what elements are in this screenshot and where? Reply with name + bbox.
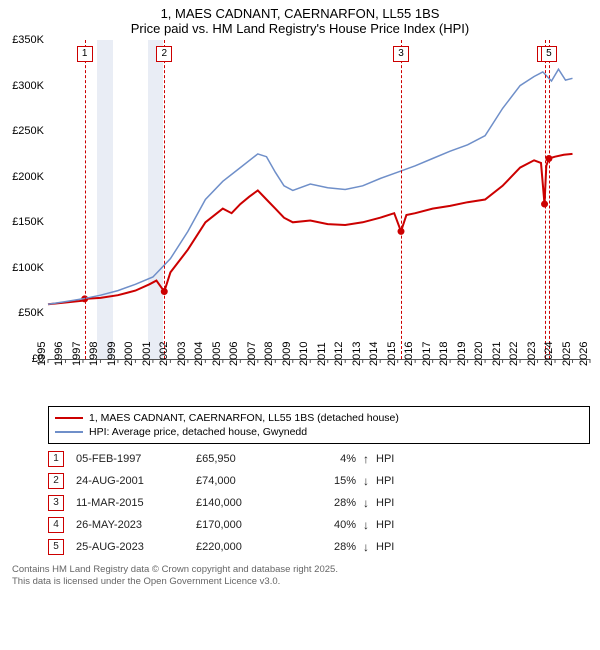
legend-label: 1, MAES CADNANT, CAERNARFON, LL55 1BS (d… (89, 412, 399, 424)
row-vs: HPI (376, 453, 416, 465)
row-pct: 40% (296, 519, 356, 531)
y-tick-label: £100K (0, 262, 44, 274)
row-direction-icon: ↓ (356, 474, 376, 488)
row-price: £74,000 (196, 475, 296, 487)
row-index-box: 2 (48, 473, 64, 489)
y-tick-label: £200K (0, 171, 44, 183)
row-date: 26-MAY-2023 (76, 519, 196, 531)
series-red (48, 154, 573, 304)
legend-swatch (55, 431, 83, 433)
row-index-box: 5 (48, 539, 64, 555)
title-line-1: 1, MAES CADNANT, CAERNARFON, LL55 1BS (0, 6, 600, 21)
row-price: £170,000 (196, 519, 296, 531)
table-row: 2 24-AUG-2001£74,00015%↓HPI (48, 470, 590, 492)
row-pct: 28% (296, 541, 356, 553)
row-pct: 4% (296, 453, 356, 465)
footer-line-2: This data is licensed under the Open Gov… (12, 576, 590, 588)
row-direction-icon: ↓ (356, 540, 376, 554)
row-date: 11-MAR-2015 (76, 497, 196, 509)
chart-lines (48, 40, 590, 359)
footer-line-1: Contains HM Land Registry data © Crown c… (12, 564, 590, 576)
row-pct: 28% (296, 497, 356, 509)
row-vs: HPI (376, 541, 416, 553)
table-row: 1 05-FEB-1997£65,9504%↑HPI (48, 448, 590, 470)
y-tick-label: £300K (0, 80, 44, 92)
x-axis: 1995199619971998199920002001200220032004… (48, 360, 590, 400)
row-pct: 15% (296, 475, 356, 487)
row-index-box: 1 (48, 451, 64, 467)
legend-row: HPI: Average price, detached house, Gwyn… (55, 425, 583, 439)
plot-area: £0£50K£100K£150K£200K£250K£300K£350K1234… (48, 40, 590, 360)
marker-line (549, 40, 550, 359)
marker-line (85, 40, 86, 359)
legend-row: 1, MAES CADNANT, CAERNARFON, LL55 1BS (d… (55, 411, 583, 425)
row-vs: HPI (376, 497, 416, 509)
table-row: 3 11-MAR-2015£140,00028%↓HPI (48, 492, 590, 514)
legend-swatch (55, 417, 83, 419)
transactions-table: 105-FEB-1997£65,9504%↑HPI224-AUG-2001£74… (48, 448, 590, 558)
marker-line (401, 40, 402, 359)
title-block: 1, MAES CADNANT, CAERNARFON, LL55 1BS Pr… (0, 0, 600, 40)
y-tick-label: £350K (0, 34, 44, 46)
row-index-box: 4 (48, 517, 64, 533)
marker-label: 3 (393, 46, 409, 62)
row-date: 05-FEB-1997 (76, 453, 196, 465)
legend-label: HPI: Average price, detached house, Gwyn… (89, 426, 307, 438)
series-blue (48, 69, 573, 304)
chart: £0£50K£100K£150K£200K£250K£300K£350K1234… (48, 40, 590, 400)
row-direction-icon: ↑ (356, 452, 376, 466)
row-date: 24-AUG-2001 (76, 475, 196, 487)
y-tick-label: £50K (0, 307, 44, 319)
marker-label: 5 (541, 46, 557, 62)
title-line-2: Price paid vs. HM Land Registry's House … (0, 21, 600, 36)
x-tick-label: 2026 (578, 342, 600, 366)
marker-line (545, 40, 546, 359)
table-row: 5 25-AUG-2023£220,00028%↓HPI (48, 536, 590, 558)
marker-line (164, 40, 165, 359)
y-tick-label: £150K (0, 216, 44, 228)
row-index-box: 3 (48, 495, 64, 511)
legend: 1, MAES CADNANT, CAERNARFON, LL55 1BS (d… (48, 406, 590, 444)
row-price: £140,000 (196, 497, 296, 509)
marker-label: 1 (77, 46, 93, 62)
table-row: 4 26-MAY-2023£170,00040%↓HPI (48, 514, 590, 536)
row-vs: HPI (376, 519, 416, 531)
row-vs: HPI (376, 475, 416, 487)
row-price: £220,000 (196, 541, 296, 553)
row-date: 25-AUG-2023 (76, 541, 196, 553)
marker-label: 2 (156, 46, 172, 62)
row-direction-icon: ↓ (356, 518, 376, 532)
y-tick-label: £250K (0, 125, 44, 137)
row-price: £65,950 (196, 453, 296, 465)
footer: Contains HM Land Registry data © Crown c… (12, 564, 590, 589)
row-direction-icon: ↓ (356, 496, 376, 510)
